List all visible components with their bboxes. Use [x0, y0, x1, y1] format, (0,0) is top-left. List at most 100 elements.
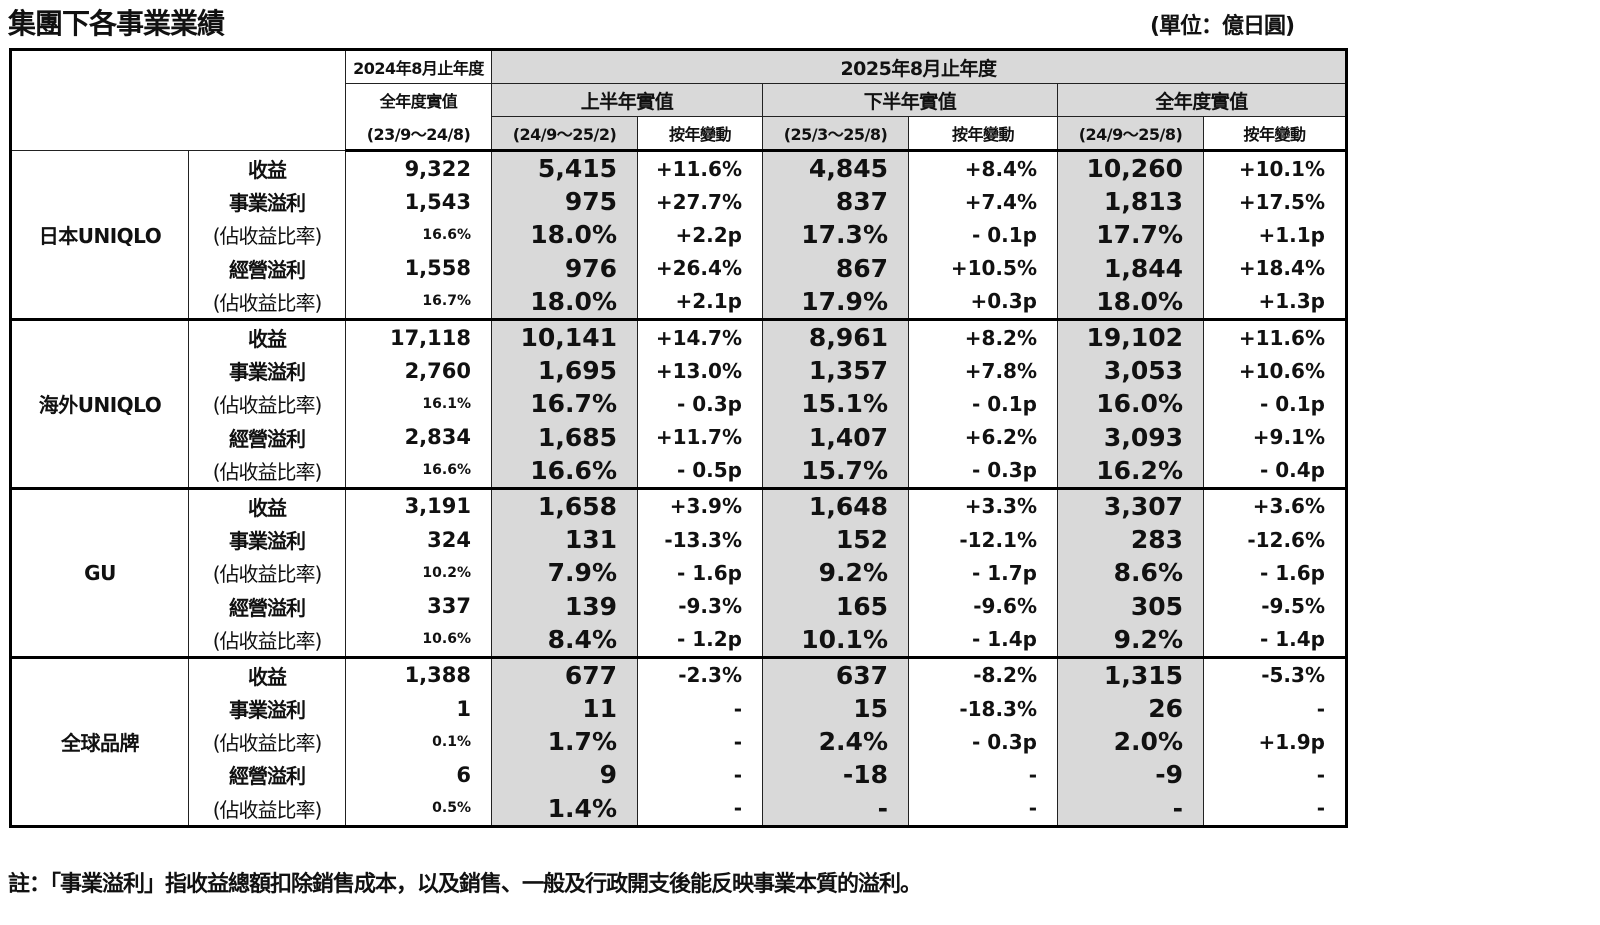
h2-yoy-cell: +8.2%	[908, 319, 1058, 355]
h2-value-cell: -	[762, 791, 909, 828]
fy2025-yoy-cell: -	[1203, 692, 1347, 726]
fy2025-yoy-cell: -	[1203, 791, 1347, 828]
table-row: (佔收益比率) 10.6% 8.4% - 1.2p 10.1% - 1.4p 9.2% - 1…	[11, 622, 1347, 659]
segment-name: 全球品牌	[10, 657, 189, 828]
fy2025-value-cell: 2.0%	[1057, 725, 1204, 759]
metric-label: 事業溢利	[188, 185, 346, 219]
h1-value-cell: 1,658	[491, 488, 638, 524]
table-row: 事業溢利 2,760 1,695 +13.0% 1,357 +7.8% 3,053 +10.6…	[11, 354, 1347, 388]
fy2024-value-cell: 16.1%	[345, 387, 492, 421]
h2-value-cell: 1,648	[762, 488, 909, 524]
segment-name: GU	[10, 488, 189, 659]
segment-name: 日本UNIQLO	[10, 150, 189, 321]
h2-value-cell: -18	[762, 758, 909, 792]
h2-value-cell: 9.2%	[762, 556, 909, 590]
h1-value-cell: 5,415	[491, 150, 638, 186]
fy2025-value-cell: -9	[1057, 758, 1204, 792]
h1-yoy-cell: -	[637, 791, 763, 828]
h1-value-cell: 18.0%	[491, 218, 638, 252]
fy2024-value-cell: 6	[345, 758, 492, 792]
table-row: (佔收益比率) 0.1% 1.7% -2.4% - 0.3p 2.0% +1.9p	[11, 725, 1347, 759]
h2-yoy-cell: - 0.1p	[908, 218, 1058, 252]
table-row: 事業溢利 324 131 -13.3% 152 -12.1% 283 -12.6%	[11, 523, 1347, 557]
metric-label: (佔收益比率)	[188, 284, 346, 321]
h1-yoy-cell: +11.6%	[637, 150, 763, 186]
h2-value-cell: 4,845	[762, 150, 909, 186]
h1-yoy-cell: +3.9%	[637, 488, 763, 524]
header-second-half: 下半年實值	[762, 83, 1058, 117]
h2-yoy-cell: -8.2%	[908, 657, 1058, 692]
header-yoy-h1: 按年變動	[637, 116, 763, 152]
fy2025-yoy-cell: - 0.4p	[1203, 453, 1347, 490]
h1-yoy-cell: +13.0%	[637, 354, 763, 388]
fy2025-yoy-cell: -5.3%	[1203, 657, 1347, 692]
h2-yoy-cell: - 1.7p	[908, 556, 1058, 590]
metric-label: (佔收益比率)	[188, 453, 346, 490]
h1-value-cell: 1.7%	[491, 725, 638, 759]
h2-value-cell: 10.1%	[762, 622, 909, 659]
fy2025-value-cell: 283	[1057, 523, 1204, 557]
h2-value-cell: 15.7%	[762, 453, 909, 490]
table-row: 事業溢利 1 11-15 -18.3% 26-	[11, 692, 1347, 726]
h1-yoy-cell: +2.1p	[637, 284, 763, 321]
h1-value-cell: 677	[491, 657, 638, 692]
header-fy2025: 2025年8月止年度	[491, 49, 1347, 84]
fy2025-value-cell: 18.0%	[1057, 284, 1204, 321]
fy2025-yoy-cell: -12.6%	[1203, 523, 1347, 557]
segment-name: 海外UNIQLO	[10, 319, 189, 490]
h2-yoy-cell: -18.3%	[908, 692, 1058, 726]
fy2025-value-cell: 10,260	[1057, 150, 1204, 186]
fy2024-value-cell: 16.6%	[345, 218, 492, 252]
fy2025-value-cell: 1,315	[1057, 657, 1204, 692]
fy2025-yoy-cell: +10.6%	[1203, 354, 1347, 388]
table-row: (佔收益比率) 16.6% 16.6% - 0.5p 15.7% - 0.3p 16.2% -…	[11, 453, 1347, 490]
fy2025-yoy-cell: -9.5%	[1203, 589, 1347, 623]
h1-value-cell: 18.0%	[491, 284, 638, 321]
h1-value-cell: 976	[491, 251, 638, 285]
h1-yoy-cell: -	[637, 725, 763, 759]
table-row: 全球品牌 收益 1,388 677 -2.3% 637 -8.2% 1,315 -5.3%	[10, 657, 1347, 828]
metric-label: (佔收益比率)	[188, 622, 346, 659]
metric-label: 收益	[188, 488, 346, 524]
fy2024-value-cell: 16.7%	[345, 284, 492, 321]
fy2025-value-cell: 9.2%	[1057, 622, 1204, 659]
h1-value-cell: 975	[491, 185, 638, 219]
header-period-fy25: (24/9～25/8)	[1057, 116, 1204, 152]
table-row: 經營溢利 2,834 1,685 +11.7% 1,407 +6.2% 3,093 +9.1%	[11, 420, 1347, 454]
table-row: GU 收益 3,191 1,658 +3.9% 1,648 +3.3% 3,307 +3.6%	[10, 488, 1347, 659]
table-row: (佔收益比率) 16.7% 18.0% +2.1p 17.9% +0.3p 18.0% +1.…	[11, 284, 1347, 321]
metric-label: 事業溢利	[188, 354, 346, 388]
fy2025-yoy-cell: - 0.1p	[1203, 387, 1347, 421]
h1-value-cell: 11	[491, 692, 638, 726]
h2-value-cell: 152	[762, 523, 909, 557]
fy2024-value-cell: 9,322	[345, 150, 492, 186]
table-row: 海外UNIQLO 收益 17,118 10,141 +14.7% 8,961 +8.2% 19…	[10, 319, 1347, 490]
h2-yoy-cell: +0.3p	[908, 284, 1058, 321]
h2-yoy-cell: +10.5%	[908, 251, 1058, 285]
header-yoy-fy25: 按年變動	[1203, 116, 1347, 152]
table-row: (佔收益比率) 16.1% 16.7% - 0.3p 15.1% - 0.1p 16.0% -…	[11, 387, 1347, 421]
fy2024-value-cell: 1	[345, 692, 492, 726]
h1-yoy-cell: +14.7%	[637, 319, 763, 355]
h1-yoy-cell: -	[637, 758, 763, 792]
table-row: 事業溢利 1,543 975 +27.7% 837 +7.4% 1,813 +17.5%	[11, 185, 1347, 219]
h2-yoy-cell: -	[908, 758, 1058, 792]
metric-label: (佔收益比率)	[188, 791, 346, 828]
fy2024-value-cell: 1,543	[345, 185, 492, 219]
fy2025-value-cell: 8.6%	[1057, 556, 1204, 590]
h1-yoy-cell: -13.3%	[637, 523, 763, 557]
h1-value-cell: 8.4%	[491, 622, 638, 659]
h2-value-cell: 17.9%	[762, 284, 909, 321]
h1-yoy-cell: +2.2p	[637, 218, 763, 252]
h1-value-cell: 7.9%	[491, 556, 638, 590]
h1-yoy-cell: - 1.6p	[637, 556, 763, 590]
fy2024-value-cell: 2,760	[345, 354, 492, 388]
h1-value-cell: 1,695	[491, 354, 638, 388]
h1-yoy-cell: - 0.5p	[637, 453, 763, 490]
h1-yoy-cell: - 0.3p	[637, 387, 763, 421]
h2-yoy-cell: -9.6%	[908, 589, 1058, 623]
unit-label: (單位：億日圓)	[1150, 14, 1295, 39]
metric-label: 經營溢利	[188, 589, 346, 623]
h2-yoy-cell: +7.8%	[908, 354, 1058, 388]
table-row: 經營溢利 6 9- -18- -9-	[11, 758, 1347, 792]
